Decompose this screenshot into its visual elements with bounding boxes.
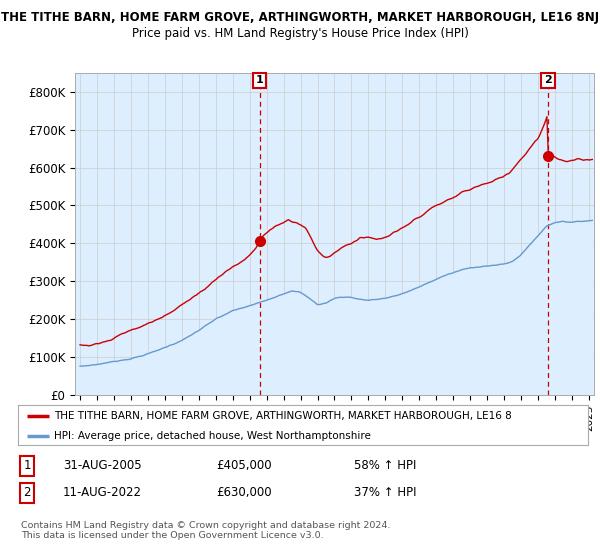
Text: £630,000: £630,000 xyxy=(216,486,272,500)
Text: £405,000: £405,000 xyxy=(216,459,272,473)
Text: Price paid vs. HM Land Registry's House Price Index (HPI): Price paid vs. HM Land Registry's House … xyxy=(131,27,469,40)
Text: 31-AUG-2005: 31-AUG-2005 xyxy=(63,459,142,473)
Text: Contains HM Land Registry data © Crown copyright and database right 2024.
This d: Contains HM Land Registry data © Crown c… xyxy=(21,521,391,540)
Text: THE TITHE BARN, HOME FARM GROVE, ARTHINGWORTH, MARKET HARBOROUGH, LE16 8: THE TITHE BARN, HOME FARM GROVE, ARTHING… xyxy=(54,411,512,421)
Text: HPI: Average price, detached house, West Northamptonshire: HPI: Average price, detached house, West… xyxy=(54,431,371,441)
Text: 58% ↑ HPI: 58% ↑ HPI xyxy=(354,459,416,473)
Text: 2: 2 xyxy=(544,76,552,85)
Text: 37% ↑ HPI: 37% ↑ HPI xyxy=(354,486,416,500)
Text: 11-AUG-2022: 11-AUG-2022 xyxy=(63,486,142,500)
Text: 2: 2 xyxy=(23,486,31,500)
Text: 1: 1 xyxy=(256,76,263,85)
Text: 1: 1 xyxy=(23,459,31,473)
Text: THE TITHE BARN, HOME FARM GROVE, ARTHINGWORTH, MARKET HARBOROUGH, LE16 8NJ: THE TITHE BARN, HOME FARM GROVE, ARTHING… xyxy=(1,11,599,24)
